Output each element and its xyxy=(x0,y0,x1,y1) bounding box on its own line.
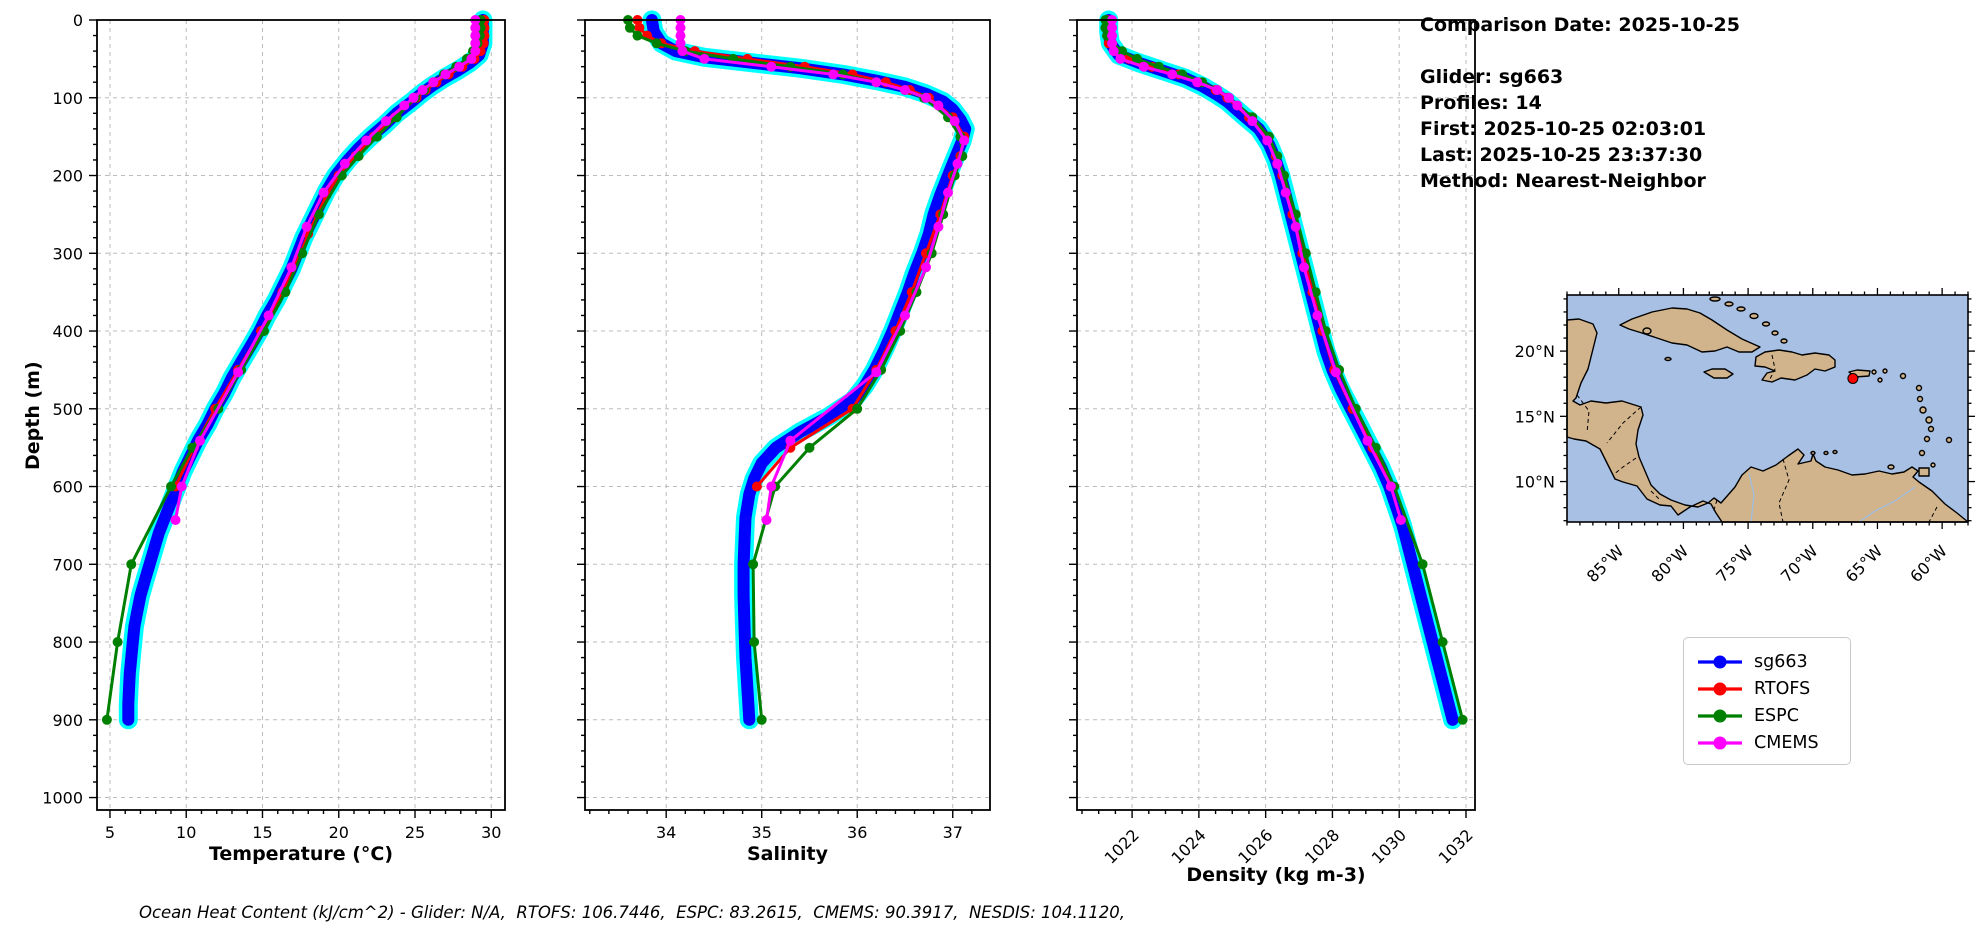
map-lat-label: 10°N xyxy=(1515,473,1555,492)
tick-labels: 34 35 36 37 xyxy=(656,823,963,842)
svg-text:500: 500 xyxy=(52,400,83,419)
svg-text:35: 35 xyxy=(752,823,772,842)
profiles-count-text: Profiles: 14 xyxy=(1420,92,1542,114)
tick-labels: 5 10 15 20 25 3001002003004005006007008009001… xyxy=(42,11,501,842)
svg-text:200: 200 xyxy=(52,167,83,186)
map-land xyxy=(1566,296,1969,523)
map-lon-label: 60°W xyxy=(1906,541,1951,586)
svg-text:37: 37 xyxy=(943,823,963,842)
svg-text:1000: 1000 xyxy=(42,789,83,808)
salinity-axis-label: Salinity xyxy=(746,843,829,865)
series-ESPC xyxy=(623,15,968,725)
legend-item-CMEMS: CMEMS xyxy=(1696,729,1850,756)
map-lon-label: 65°W xyxy=(1842,541,1887,586)
series-sg663 xyxy=(642,10,975,730)
method-text: Method: Nearest-Neighbor xyxy=(1420,170,1706,192)
series-CMEMS xyxy=(1107,15,1406,525)
legend-label: sg663 xyxy=(1754,651,1808,672)
svg-text:900: 900 xyxy=(52,711,83,730)
svg-text:1022: 1022 xyxy=(1101,825,1143,867)
salinity-profile-chart: 34 35 36 37 xyxy=(577,10,991,842)
gridlines xyxy=(1077,19,1475,810)
axis-ticks xyxy=(577,19,973,818)
location-map: 20°N 15°N 10°N 85°W 80°W 75°W 70°W 65°W 60°W xyxy=(1515,288,1975,586)
chart-canvas: 34 35 36 37 xyxy=(577,10,991,842)
series-ESPC xyxy=(1100,15,1468,725)
svg-text:30: 30 xyxy=(481,823,501,842)
glider-name-text: Glider: sg663 xyxy=(1420,66,1564,88)
map-lon-label: 80°W xyxy=(1648,541,1693,586)
temperature-axis-label: Temperature (°C) xyxy=(208,843,394,865)
glider-location-marker xyxy=(1847,372,1859,384)
density-profile-chart: 1022 1024 1026 1028 1030 1032 xyxy=(1069,10,1477,868)
legend-label: RTOFS xyxy=(1754,678,1811,699)
legend: sg663 RTOFS ESPC CMEMS xyxy=(1683,637,1851,765)
svg-text:800: 800 xyxy=(52,633,83,652)
legend-label: CMEMS xyxy=(1754,732,1819,753)
legend-items: sg663 RTOFS ESPC CMEMS xyxy=(1696,648,1850,756)
svg-text:25: 25 xyxy=(405,823,425,842)
map-lat-label: 20°N xyxy=(1515,342,1555,361)
svg-text:10: 10 xyxy=(176,823,196,842)
svg-text:0: 0 xyxy=(73,11,83,30)
svg-text:1032: 1032 xyxy=(1435,825,1477,867)
series-sg663 xyxy=(118,10,493,730)
map-frame xyxy=(1566,294,1969,523)
svg-text:300: 300 xyxy=(52,244,83,263)
last-profile-time-text: Last: 2025-10-25 23:37:30 xyxy=(1420,144,1703,166)
map-lat-label: 15°N xyxy=(1515,407,1555,426)
density-axis-label: Density (kg m-3) xyxy=(1186,864,1366,886)
series-sg663 xyxy=(1099,10,1463,730)
map-lon-label: 70°W xyxy=(1777,541,1822,586)
svg-text:1030: 1030 xyxy=(1368,825,1410,867)
svg-text:36: 36 xyxy=(847,823,867,842)
legend-item-ESPC: ESPC xyxy=(1696,702,1850,729)
axis-ticks xyxy=(89,19,492,818)
legend-line-marker-icon xyxy=(1698,709,1742,722)
map-lon-label: 75°W xyxy=(1712,541,1757,586)
first-profile-time-text: First: 2025-10-25 02:03:01 xyxy=(1420,118,1707,140)
svg-text:1026: 1026 xyxy=(1234,825,1276,867)
series-CMEMS xyxy=(170,15,481,525)
svg-text:1024: 1024 xyxy=(1167,825,1209,867)
svg-text:700: 700 xyxy=(52,555,83,574)
comparison-info-panel: Comparison Date: 2025-10-25 Glider: sg66… xyxy=(1420,12,1740,194)
temperature-profile-chart: 5 10 15 20 25 30 0 100 200 300 400 500 600 700 800 900 1… xyxy=(42,10,506,842)
chart-canvas: 5 10 15 20 25 3001002003004005006007008009001… xyxy=(42,10,506,842)
depth-axis-label: Depth (m) xyxy=(22,361,44,470)
svg-text:100: 100 xyxy=(52,89,83,108)
svg-text:20: 20 xyxy=(329,823,349,842)
legend-item-RTOFS: RTOFS xyxy=(1696,675,1850,702)
chart-canvas: 1022 1024 1026 1028 1030 1032 xyxy=(1069,10,1477,868)
gridlines xyxy=(585,19,990,810)
caribbean-map: 20°N 15°N 10°N 85°W 80°W 75°W 70°W 65°W 60°W xyxy=(1515,288,1975,586)
svg-text:600: 600 xyxy=(52,478,83,497)
legend-line-marker-icon xyxy=(1698,736,1742,749)
legend-line-marker-icon xyxy=(1698,655,1742,668)
legend-item-sg663: sg663 xyxy=(1696,648,1850,675)
tick-labels: 1022 1024 1026 1028 1030 1032 xyxy=(1101,825,1477,867)
svg-text:15: 15 xyxy=(252,823,272,842)
svg-text:5: 5 xyxy=(105,823,115,842)
svg-text:34: 34 xyxy=(656,823,676,842)
svg-text:1028: 1028 xyxy=(1301,825,1343,867)
legend-line-marker-icon xyxy=(1698,682,1742,695)
series-ESPC xyxy=(101,15,486,725)
comparison-date-text: Comparison Date: 2025-10-25 xyxy=(1420,14,1740,36)
svg-text:400: 400 xyxy=(52,322,83,341)
gridlines xyxy=(97,19,505,810)
map-borders xyxy=(1576,354,1938,523)
axis-ticks xyxy=(1069,19,1467,818)
ohc-footer-text: Ocean Heat Content (kJ/cm^2) - Glider: N… xyxy=(138,903,1126,922)
map-lon-label: 85°W xyxy=(1583,541,1628,586)
legend-label: ESPC xyxy=(1754,705,1799,726)
series-CMEMS xyxy=(675,15,970,525)
